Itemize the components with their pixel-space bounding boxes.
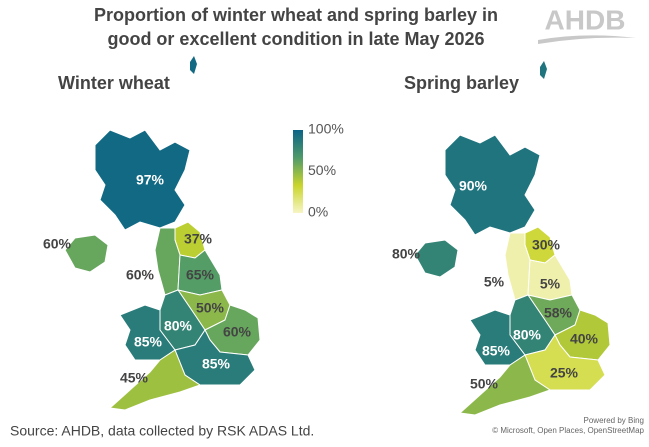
colorbar xyxy=(293,130,303,213)
data-label: 85% xyxy=(482,343,511,359)
data-label: 60% xyxy=(43,236,72,252)
data-label: 80% xyxy=(513,327,542,343)
data-label: 85% xyxy=(202,356,231,372)
colorbar-tick-label: 100% xyxy=(308,121,344,137)
island xyxy=(540,61,547,79)
region xyxy=(414,239,459,278)
map: 97% 60% 37% 60% 65% 50%80% 60% 85% 85% 45% xyxy=(43,56,261,411)
data-label: 97% xyxy=(136,172,165,188)
source: Source: AHDB, data collected by RSK ADAS… xyxy=(10,423,314,439)
data-label: 60% xyxy=(126,267,155,283)
region xyxy=(444,134,541,236)
region xyxy=(94,129,191,231)
data-label: 40% xyxy=(570,331,599,347)
data-label: 50% xyxy=(470,376,499,392)
data-label: 65% xyxy=(186,267,215,283)
data-label: 5% xyxy=(484,274,505,290)
map-title: Winter wheat xyxy=(58,73,170,93)
chart-title: good or excellent condition in late May … xyxy=(107,29,484,49)
data-label: 30% xyxy=(532,237,561,253)
region xyxy=(108,349,202,411)
data-label: 80% xyxy=(164,318,193,334)
map: 90%80%30%5% 5%58%80% 40%85%25%50% xyxy=(392,61,611,416)
region xyxy=(458,354,552,416)
island xyxy=(190,56,197,74)
data-label: 90% xyxy=(459,178,488,194)
data-label: 85% xyxy=(134,334,163,350)
attribution: © Microsoft, Open Places, OpenStreetMap xyxy=(492,426,644,435)
logo: AHDB xyxy=(545,4,626,35)
attribution: Powered by Bing xyxy=(584,416,644,425)
data-label: 80% xyxy=(392,246,421,262)
colorbar-tick-label: 0% xyxy=(308,204,328,220)
data-label: 5% xyxy=(540,276,561,292)
data-label: 45% xyxy=(120,370,149,386)
data-label: 58% xyxy=(544,305,573,321)
maps: 97%60% 37%60% 65%50%80% 60%85%85%45%90%80%3… xyxy=(43,56,611,416)
chart-title: Proportion of winter wheat and spring ba… xyxy=(94,5,498,25)
region xyxy=(64,234,109,273)
map-title: Spring barley xyxy=(404,73,519,93)
data-label: 37% xyxy=(184,231,213,247)
data-label: 60% xyxy=(223,324,252,340)
data-label: 25% xyxy=(550,365,579,381)
colorbar-tick-label: 50% xyxy=(308,162,336,178)
logo-swoosh xyxy=(538,35,636,44)
data-label: 50% xyxy=(196,300,225,316)
